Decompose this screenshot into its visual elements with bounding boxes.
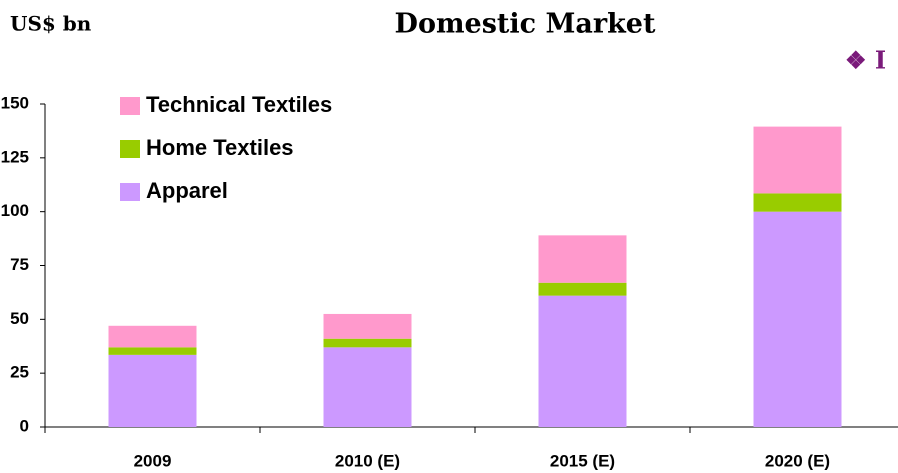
y-tick-label: 150	[1, 93, 29, 112]
bar-segment	[753, 126, 842, 194]
x-tick-label: 2009	[134, 451, 172, 470]
bar-segment	[753, 193, 842, 212]
bar-segment	[323, 347, 412, 427]
y-axis-label: US$ bn	[10, 12, 92, 36]
bar-segment	[538, 282, 627, 296]
bar-segment	[753, 211, 842, 427]
legend-label: Technical Textiles	[146, 92, 332, 117]
bar-segment	[538, 235, 627, 283]
y-tick-label: 0	[20, 416, 29, 435]
y-tick-label: 50	[10, 309, 29, 328]
legend-label: Home Textiles	[146, 135, 294, 160]
legend-swatch	[120, 140, 140, 158]
y-tick-label: 75	[10, 255, 29, 274]
bar-segment	[323, 313, 412, 339]
annotation: ❖ I	[845, 46, 886, 75]
y-tick-label: 25	[10, 363, 29, 382]
bar-segment	[323, 338, 412, 348]
bar-segment	[108, 347, 197, 355]
y-tick-label: 100	[1, 201, 29, 220]
chart-title: Domestic Market	[395, 9, 656, 40]
legend-swatch	[120, 183, 140, 201]
x-tick-label: 2015 (E)	[550, 451, 615, 470]
legend-label: Apparel	[146, 178, 228, 203]
legend-swatch	[120, 97, 140, 115]
bar-segment	[538, 295, 627, 427]
bar-segment	[108, 325, 197, 348]
x-tick-label: 2020 (E)	[765, 451, 830, 470]
x-tick-label: 2010 (E)	[335, 451, 400, 470]
bar-segment	[108, 354, 197, 427]
y-tick-label: 125	[1, 147, 29, 166]
